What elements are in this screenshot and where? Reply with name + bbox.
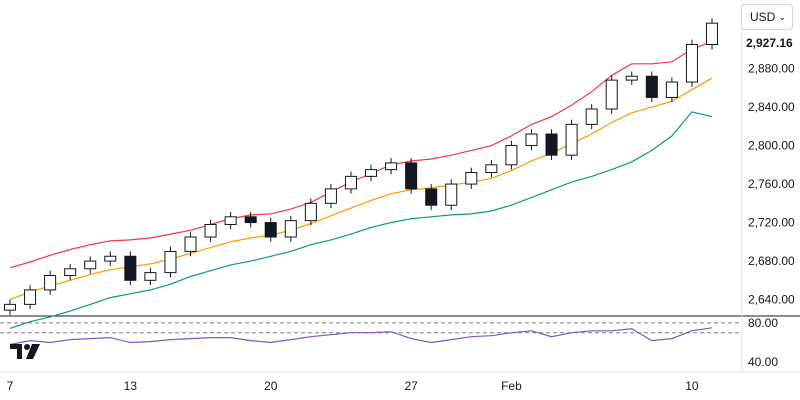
candle-body — [665, 81, 678, 98]
candle-body — [625, 75, 638, 81]
candle-body — [84, 260, 97, 270]
candle-body — [565, 123, 578, 156]
candle-body — [304, 202, 317, 222]
last-price-label: 2,927.16 — [746, 36, 793, 50]
price-axis[interactable]: 2,640.00 2,680.00 2,720.00 2,760.00 2,800.00… — [741, 0, 795, 372]
candle-body — [124, 255, 137, 281]
candle-body — [705, 22, 719, 45]
candle-body — [3, 303, 17, 311]
candle-body — [44, 275, 57, 291]
candle-body — [545, 133, 558, 156]
candle-body — [184, 236, 197, 252]
rsi-pane[interactable] — [0, 322, 742, 373]
price-tick-label: 2,720.00 — [748, 216, 795, 230]
candle-body — [224, 216, 237, 225]
time-axis[interactable]: 7 13 20 27 Feb 10 — [0, 371, 800, 393]
candle-body — [605, 79, 618, 110]
price-tick-label: 2,840.00 — [748, 100, 795, 114]
candle-body — [365, 169, 378, 177]
time-tick-label: 13 — [124, 379, 138, 393]
price-tick-label: 2,800.00 — [748, 139, 795, 153]
time-tick-label: 20 — [264, 379, 278, 393]
time-tick-label: 7 — [7, 379, 14, 393]
time-tick-label: 27 — [404, 379, 418, 393]
currency-selector[interactable]: USD ⌄ — [741, 4, 793, 30]
candle-body — [244, 216, 257, 224]
price-tick-label: 2,680.00 — [748, 254, 795, 268]
rsi-line — [9, 327, 713, 346]
time-tick-label: Feb — [501, 379, 522, 393]
time-tick-label: 10 — [685, 379, 699, 393]
upper-band-line — [9, 41, 713, 269]
candle-body — [445, 183, 458, 206]
chevron-down-icon: ⌄ — [778, 11, 786, 22]
tradingview-logo-icon — [10, 344, 40, 359]
candle-body — [164, 250, 177, 274]
price-tick-label: 2,640.00 — [748, 293, 795, 307]
candle-body — [685, 44, 698, 83]
candle-body — [645, 75, 658, 98]
candle-body — [104, 255, 117, 262]
price-tick-label: 2,880.00 — [748, 62, 795, 76]
lower-band-line — [9, 111, 713, 329]
candle-body — [24, 289, 37, 305]
middle-band-line — [9, 77, 713, 301]
candle-body — [465, 172, 478, 185]
candle-body — [204, 223, 217, 238]
rsi-tick-label: 40.00 — [748, 355, 778, 369]
candle-body — [284, 220, 297, 238]
rsi-tick-label: 80.00 — [748, 316, 778, 330]
candle-body — [505, 145, 518, 166]
candle-body — [264, 222, 277, 238]
candle-body — [585, 108, 598, 125]
candle-body — [485, 164, 498, 174]
candle-body — [324, 188, 337, 204]
price-pane[interactable] — [0, 18, 800, 329]
candle-body — [144, 272, 157, 281]
candle-body — [385, 162, 398, 171]
price-tick-label: 2,760.00 — [748, 177, 795, 191]
candle-body — [405, 162, 418, 190]
candle-body — [344, 175, 357, 190]
candle-body — [525, 133, 538, 147]
candle-body — [64, 268, 77, 277]
currency-label: USD — [750, 10, 776, 24]
candle-body — [425, 188, 438, 206]
